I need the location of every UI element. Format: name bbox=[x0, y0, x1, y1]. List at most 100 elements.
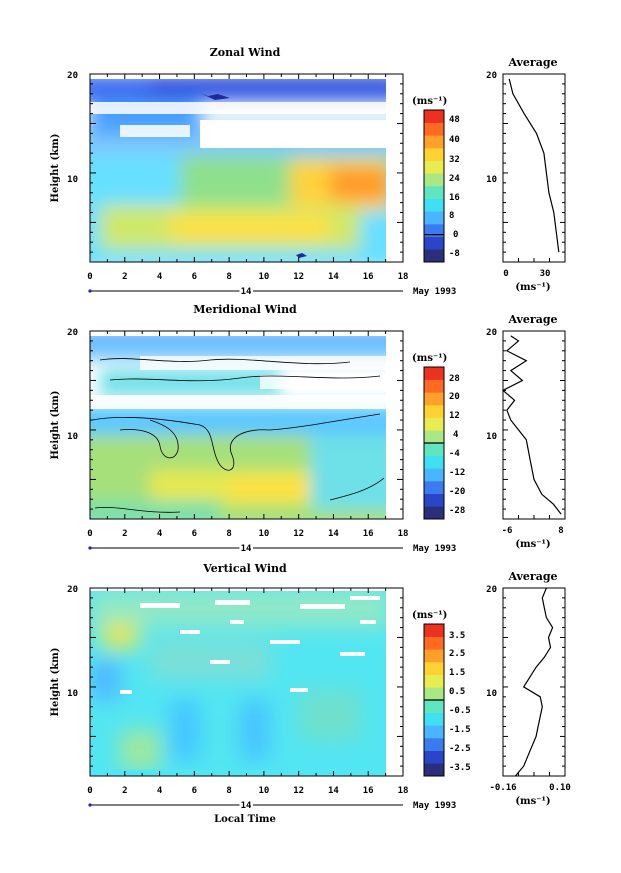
x-tick-label: 10 bbox=[258, 786, 269, 796]
colorbar-segment bbox=[424, 122, 444, 136]
heatmap-meridional bbox=[90, 331, 403, 519]
date-label: May 1993 bbox=[413, 801, 456, 811]
x-tick-label: 6 bbox=[192, 529, 197, 539]
average-title: Average bbox=[507, 570, 557, 583]
x-tick-label: 18 bbox=[398, 529, 409, 539]
avg-y-tick: 10 bbox=[486, 432, 497, 442]
day-axis: 14 May 1993 Local Time bbox=[88, 799, 456, 825]
x-tick-label: 12 bbox=[293, 786, 304, 796]
colorbar-unit: (ms⁻¹) bbox=[412, 96, 447, 107]
colorbar-tick: -4 bbox=[449, 449, 460, 459]
colorbar-segment bbox=[424, 662, 444, 675]
heatmap-zonal bbox=[90, 74, 403, 262]
colorbar-segment bbox=[424, 236, 444, 250]
day-label: 14 bbox=[241, 544, 252, 554]
x-axis-label: Local Time bbox=[214, 814, 276, 825]
x-tick-labels: 0 2 4 6 8 10 12 14 16 18 bbox=[87, 272, 408, 282]
x-tick-label: 14 bbox=[328, 786, 339, 796]
x-tick-labels: 0 2 4 6 8 10 12 14 16 18 bbox=[87, 786, 408, 796]
avg-unit: (ms⁻¹) bbox=[515, 796, 550, 807]
x-tick-labels: 0 2 4 6 8 10 12 14 16 18 bbox=[87, 529, 408, 539]
colorbar-segment bbox=[424, 738, 444, 751]
y-axis-label: Height (km) bbox=[50, 134, 61, 203]
colorbar-segment bbox=[424, 468, 444, 482]
heatmap-vertical bbox=[90, 588, 403, 776]
colorbar-unit: (ms⁻¹) bbox=[412, 610, 447, 621]
colorbar-segment bbox=[424, 417, 444, 431]
x-tick-label: 10 bbox=[258, 529, 269, 539]
colorbar-tick: -1.5 bbox=[449, 725, 471, 735]
colorbar-segment bbox=[424, 481, 444, 494]
x-tick-label: 8 bbox=[226, 529, 231, 539]
y-tick-label: 20 bbox=[67, 328, 78, 338]
colorbar-tick: 0.5 bbox=[449, 687, 465, 697]
avg-unit: (ms⁻¹) bbox=[515, 539, 550, 550]
colorbar-tick: 1.5 bbox=[449, 668, 465, 678]
day-axis: 14 May 1993 bbox=[88, 542, 456, 556]
colorbar-tick: -20 bbox=[449, 487, 465, 497]
colorbar-segment bbox=[424, 367, 444, 380]
colorbar-tick: -12 bbox=[449, 468, 465, 478]
y-tick-label: 20 bbox=[67, 71, 78, 81]
colorbar-segment bbox=[424, 455, 444, 469]
avg-y-tick: 20 bbox=[486, 71, 497, 81]
x-tick-label: 18 bbox=[398, 786, 409, 796]
colorbar: (ms⁻¹) 48 40 32 24 16 8 0 -8 bbox=[412, 96, 460, 263]
colorbar-tick: 4 bbox=[453, 430, 459, 440]
y-tick-label: 20 bbox=[67, 585, 78, 595]
avg-x-tick: 8 bbox=[558, 526, 563, 536]
colorbar-tick: -2.5 bbox=[449, 744, 471, 754]
colorbar: (ms⁻¹) 3.5 2.5 1.5 0.5 -0.5 -1.5 -2.5 -3… bbox=[412, 610, 471, 777]
colorbar-segment bbox=[424, 379, 444, 393]
x-tick-label: 12 bbox=[293, 529, 304, 539]
x-tick-label: 16 bbox=[363, 272, 374, 282]
x-tick-label: 6 bbox=[192, 786, 197, 796]
colorbar-tick: -8 bbox=[449, 249, 460, 259]
day-label: 14 bbox=[241, 287, 252, 297]
avg-y-tick: 20 bbox=[486, 328, 497, 338]
average-line bbox=[514, 587, 554, 777]
average-line bbox=[508, 78, 560, 253]
x-tick-label: 4 bbox=[157, 529, 163, 539]
x-tick-label: 8 bbox=[226, 786, 231, 796]
colorbar-segment bbox=[424, 198, 444, 212]
avg-x-tick: -0.16 bbox=[489, 783, 516, 793]
colorbar-segment bbox=[424, 700, 444, 713]
colorbar-segment bbox=[424, 687, 444, 701]
average-profile: Average 10 20 -0.16 0.10 (ms⁻¹) bbox=[486, 570, 571, 807]
colorbar-segment bbox=[424, 160, 444, 174]
avg-y-tick: 10 bbox=[486, 175, 497, 185]
colorbar-segment bbox=[424, 224, 444, 237]
colorbar-tick: 0 bbox=[453, 230, 458, 240]
colorbar-segment bbox=[424, 712, 444, 726]
x-tick-label: 0 bbox=[87, 272, 92, 282]
x-tick-label: 0 bbox=[87, 786, 92, 796]
colorbar-segment bbox=[424, 430, 444, 444]
x-tick-label: 4 bbox=[157, 786, 163, 796]
y-tick-label: 10 bbox=[67, 689, 78, 699]
colorbar-segment bbox=[424, 506, 444, 520]
colorbar-tick: 2.5 bbox=[449, 649, 465, 659]
colorbar-segment bbox=[424, 249, 444, 263]
avg-x-tick: 0.10 bbox=[549, 783, 571, 793]
average-line bbox=[501, 335, 562, 515]
x-tick-label: 18 bbox=[398, 272, 409, 282]
day-axis: 14 May 1993 bbox=[88, 285, 456, 299]
colorbar-tick: 16 bbox=[449, 193, 460, 203]
colorbar-segment bbox=[424, 763, 444, 777]
avg-x-tick: -6 bbox=[502, 526, 513, 536]
avg-x-tick: 30 bbox=[540, 269, 551, 279]
avg-y-tick: 10 bbox=[486, 689, 497, 699]
colorbar-segment bbox=[424, 725, 444, 739]
colorbar-tick: -0.5 bbox=[449, 706, 471, 716]
avg-y-tick: 20 bbox=[486, 585, 497, 595]
average-title: Average bbox=[507, 56, 557, 69]
x-tick-label: 12 bbox=[293, 272, 304, 282]
colorbar-tick: 20 bbox=[449, 392, 460, 402]
colorbar-unit: (ms⁻¹) bbox=[412, 353, 447, 364]
colorbar-segment bbox=[424, 186, 444, 199]
colorbar-segment bbox=[424, 493, 444, 507]
colorbar-tick: 3.5 bbox=[449, 631, 465, 641]
average-title: Average bbox=[507, 313, 557, 326]
colorbar-segment bbox=[424, 173, 444, 187]
